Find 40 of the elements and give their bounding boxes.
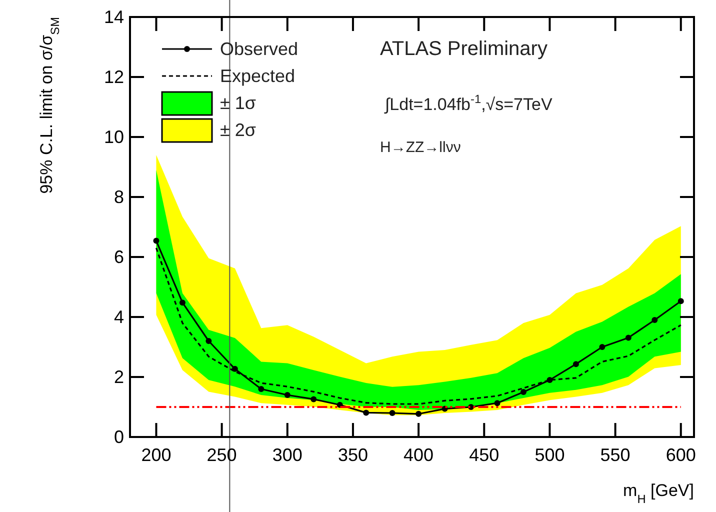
point	[678, 298, 684, 304]
point	[363, 410, 370, 416]
x-tick-label: 600	[666, 445, 696, 465]
point	[153, 238, 160, 244]
x-tick-label: 350	[338, 445, 368, 465]
y-tick-label: 12	[104, 67, 124, 87]
annotation: ATLAS Preliminary	[380, 38, 548, 60]
point	[284, 392, 290, 398]
y-tick-label: 6	[114, 247, 124, 267]
point	[232, 366, 238, 372]
point	[652, 317, 658, 323]
point	[520, 389, 526, 395]
point	[179, 300, 186, 306]
x-axis-title: m$_{H}$ [GeV]	[623, 481, 694, 506]
y-tick-label: 4	[114, 307, 124, 327]
y-tick-label: 0	[114, 427, 124, 447]
point	[599, 344, 606, 350]
x-tick-label: 300	[272, 445, 302, 465]
annotation: ∫Ldt=1.04fb$^{-1}$,√s=7TeV	[384, 92, 553, 114]
y-tick-label: 8	[114, 187, 124, 207]
legend-label: ± 2σ	[220, 120, 256, 140]
point	[206, 338, 212, 344]
x-tick-label: 400	[404, 445, 434, 465]
point	[494, 400, 500, 406]
y-tick-label: 10	[104, 127, 124, 147]
point	[416, 410, 422, 417]
y-tick-label: 2	[114, 367, 124, 387]
y-tick-label: 14	[104, 7, 124, 27]
legend-label: ± 1σ	[220, 93, 256, 113]
point	[625, 334, 632, 341]
point	[572, 361, 579, 368]
x-tick-label: 200	[141, 445, 172, 465]
x-tick-label: 550	[600, 445, 630, 465]
point	[310, 396, 317, 402]
point	[389, 410, 396, 416]
x-tick-label: 450	[469, 445, 500, 465]
point	[546, 377, 553, 383]
x-tick-label: 500	[534, 445, 565, 465]
annotation: H→ZZ→llνν	[380, 139, 461, 156]
point	[258, 386, 264, 392]
